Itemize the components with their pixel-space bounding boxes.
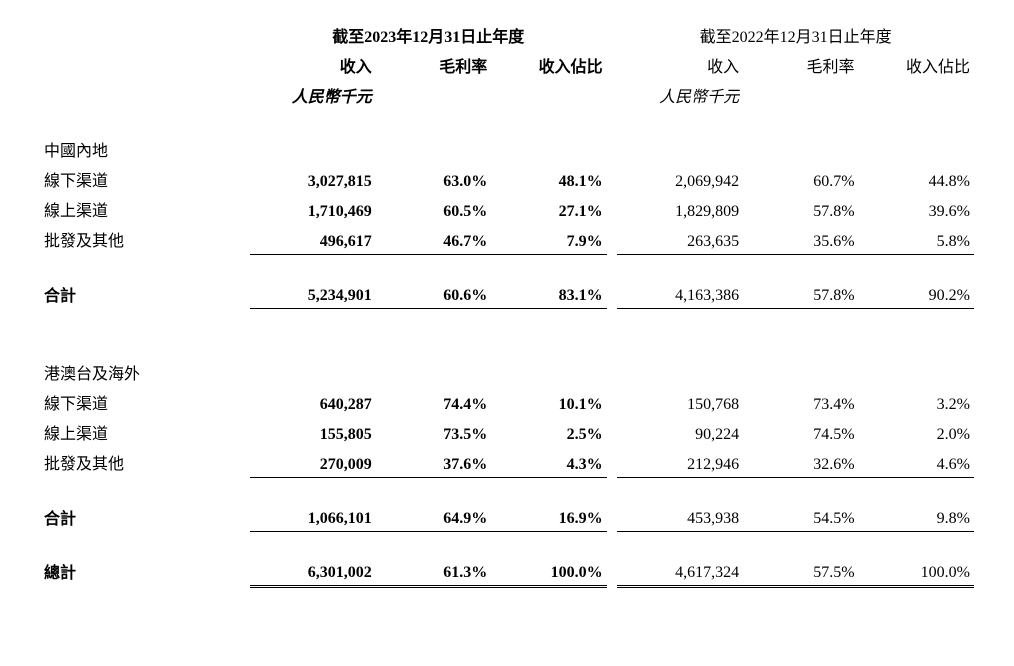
cell: 37.6% bbox=[376, 447, 491, 477]
cell: 57.5% bbox=[743, 556, 858, 586]
cell: 64.9% bbox=[376, 502, 491, 532]
period-header-row: 截至2023年12月31日止年度 截至2022年12月31日止年度 bbox=[40, 20, 974, 50]
table-row: 線上渠道 155,805 73.5% 2.5% 90,224 74.5% 2.0… bbox=[40, 417, 974, 447]
cell: 90.2% bbox=[859, 279, 974, 309]
cell: 57.8% bbox=[743, 194, 858, 224]
cell: 60.7% bbox=[743, 164, 858, 194]
cell: 57.8% bbox=[743, 279, 858, 309]
financial-table: 截至2023年12月31日止年度 截至2022年12月31日止年度 收入 毛利率… bbox=[40, 20, 974, 588]
cell: 83.1% bbox=[491, 279, 606, 309]
cell: 150,768 bbox=[617, 387, 743, 417]
row-label: 線上渠道 bbox=[40, 194, 250, 224]
cell: 63.0% bbox=[376, 164, 491, 194]
cell: 6,301,002 bbox=[250, 556, 376, 586]
cell: 4,617,324 bbox=[617, 556, 743, 586]
cell: 35.6% bbox=[743, 224, 858, 254]
cell: 3.2% bbox=[859, 387, 974, 417]
cell: 496,617 bbox=[250, 224, 376, 254]
cell: 2.0% bbox=[859, 417, 974, 447]
cell: 453,938 bbox=[617, 502, 743, 532]
cell: 73.5% bbox=[376, 417, 491, 447]
cell: 9.8% bbox=[859, 502, 974, 532]
cell: 16.9% bbox=[491, 502, 606, 532]
cell: 4.6% bbox=[859, 447, 974, 477]
unit-2022: 人民幣千元 bbox=[617, 80, 743, 110]
cell: 3,027,815 bbox=[250, 164, 376, 194]
cell: 48.1% bbox=[491, 164, 606, 194]
cell: 54.5% bbox=[743, 502, 858, 532]
cell: 263,635 bbox=[617, 224, 743, 254]
cell: 60.5% bbox=[376, 194, 491, 224]
cell: 90,224 bbox=[617, 417, 743, 447]
col-rev-2023: 收入 bbox=[250, 50, 376, 80]
subtotal-label: 合計 bbox=[40, 502, 250, 532]
table-row: 線下渠道 3,027,815 63.0% 48.1% 2,069,942 60.… bbox=[40, 164, 974, 194]
row-label: 批發及其他 bbox=[40, 447, 250, 477]
column-header-row: 收入 毛利率 收入佔比 收入 毛利率 收入佔比 bbox=[40, 50, 974, 80]
unit-2023: 人民幣千元 bbox=[250, 80, 376, 110]
cell: 100.0% bbox=[859, 556, 974, 586]
col-rev-2022: 收入 bbox=[617, 50, 743, 80]
table-row: 批發及其他 496,617 46.7% 7.9% 263,635 35.6% 5… bbox=[40, 224, 974, 254]
section-header-overseas: 港澳台及海外 bbox=[40, 357, 974, 387]
cell: 4,163,386 bbox=[617, 279, 743, 309]
table-row: 線下渠道 640,287 74.4% 10.1% 150,768 73.4% 3… bbox=[40, 387, 974, 417]
col-pct-2022: 收入佔比 bbox=[859, 50, 974, 80]
cell: 4.3% bbox=[491, 447, 606, 477]
cell: 1,829,809 bbox=[617, 194, 743, 224]
subtotal-row: 合計 5,234,901 60.6% 83.1% 4,163,386 57.8%… bbox=[40, 279, 974, 309]
cell: 60.6% bbox=[376, 279, 491, 309]
row-label: 批發及其他 bbox=[40, 224, 250, 254]
col-gm-2022: 毛利率 bbox=[743, 50, 858, 80]
cell: 39.6% bbox=[859, 194, 974, 224]
section-label: 港澳台及海外 bbox=[40, 357, 250, 387]
table-row: 線上渠道 1,710,469 60.5% 27.1% 1,829,809 57.… bbox=[40, 194, 974, 224]
cell: 212,946 bbox=[617, 447, 743, 477]
cell: 2,069,942 bbox=[617, 164, 743, 194]
section-label: 中國內地 bbox=[40, 134, 250, 164]
cell: 61.3% bbox=[376, 556, 491, 586]
subtotal-row: 合計 1,066,101 64.9% 16.9% 453,938 54.5% 9… bbox=[40, 502, 974, 532]
cell: 7.9% bbox=[491, 224, 606, 254]
row-label: 線上渠道 bbox=[40, 417, 250, 447]
col-pct-2023: 收入佔比 bbox=[491, 50, 606, 80]
cell: 74.5% bbox=[743, 417, 858, 447]
cell: 5.8% bbox=[859, 224, 974, 254]
cell: 2.5% bbox=[491, 417, 606, 447]
cell: 5,234,901 bbox=[250, 279, 376, 309]
subtotal-label: 合計 bbox=[40, 279, 250, 309]
col-gm-2023: 毛利率 bbox=[376, 50, 491, 80]
cell: 10.1% bbox=[491, 387, 606, 417]
cell: 270,009 bbox=[250, 447, 376, 477]
cell: 100.0% bbox=[491, 556, 606, 586]
cell: 73.4% bbox=[743, 387, 858, 417]
period-2022: 截至2022年12月31日止年度 bbox=[617, 20, 974, 50]
cell: 155,805 bbox=[250, 417, 376, 447]
cell: 27.1% bbox=[491, 194, 606, 224]
row-label: 線下渠道 bbox=[40, 164, 250, 194]
period-2023: 截至2023年12月31日止年度 bbox=[250, 20, 607, 50]
total-label: 總計 bbox=[40, 556, 250, 586]
row-label: 線下渠道 bbox=[40, 387, 250, 417]
cell: 1,066,101 bbox=[250, 502, 376, 532]
section-header-mainland: 中國內地 bbox=[40, 134, 974, 164]
cell: 74.4% bbox=[376, 387, 491, 417]
table-row: 批發及其他 270,009 37.6% 4.3% 212,946 32.6% 4… bbox=[40, 447, 974, 477]
cell: 1,710,469 bbox=[250, 194, 376, 224]
cell: 32.6% bbox=[743, 447, 858, 477]
cell: 640,287 bbox=[250, 387, 376, 417]
unit-row: 人民幣千元 人民幣千元 bbox=[40, 80, 974, 110]
total-row: 總計 6,301,002 61.3% 100.0% 4,617,324 57.5… bbox=[40, 556, 974, 586]
cell: 46.7% bbox=[376, 224, 491, 254]
cell: 44.8% bbox=[859, 164, 974, 194]
